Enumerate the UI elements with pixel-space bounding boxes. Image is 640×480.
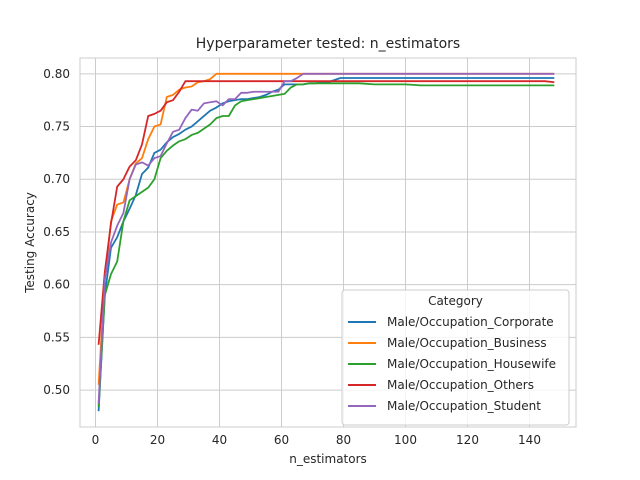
- y-axis-label: Testing Accuracy: [23, 192, 37, 294]
- x-tick-label: 140: [518, 433, 541, 447]
- x-tick-label: 0: [92, 433, 100, 447]
- legend-items: Male/Occupation_Corporate Male/Occupation…: [348, 315, 556, 413]
- legend-title: Category: [428, 294, 483, 308]
- x-axis-ticks: 0 20 40 60 80 100 120 140: [92, 433, 541, 447]
- series-line-male-occupation-student: [97, 72, 555, 404]
- y-tick-label: 0.60: [43, 278, 70, 292]
- y-tick-label: 0.70: [43, 172, 70, 186]
- y-tick-label: 0.65: [43, 225, 70, 239]
- legend: Category Male/Occupation_CorporateMale/O…: [341, 289, 570, 426]
- x-tick-label: 120: [456, 433, 479, 447]
- x-tick-label: 60: [274, 433, 289, 447]
- legend-label-male-occupation-housewife: Male/Occupation_Housewife: [387, 357, 556, 371]
- x-axis-label: n_estimators: [289, 452, 367, 466]
- y-tick-label: 0.80: [43, 67, 70, 81]
- legend-box: [341, 289, 570, 426]
- y-tick-label: 0.50: [43, 383, 70, 397]
- chart-title: Hyperparameter tested: n_estimators: [196, 36, 460, 52]
- y-axis-ticks: 0.50 0.55 0.60 0.65 0.70 0.75 0.80: [43, 67, 70, 397]
- x-tick-label: 40: [212, 433, 227, 447]
- x-tick-label: 80: [336, 433, 351, 447]
- series-line-male-occupation-corporate: [97, 77, 555, 412]
- series-line-male-occupation-housewife: [97, 82, 555, 408]
- x-tick-label: 20: [150, 433, 165, 447]
- legend-label-male-occupation-business: Male/Occupation_Business: [387, 336, 547, 350]
- y-tick-label: 0.55: [43, 330, 70, 344]
- x-tick-label: 100: [394, 433, 417, 447]
- series-line-male-occupation-others: [97, 80, 555, 345]
- plot-frame: [79, 57, 577, 428]
- legend-label-male-occupation-corporate: Male/Occupation_Corporate: [387, 315, 554, 329]
- series-lines: [97, 72, 555, 412]
- y-tick-label: 0.75: [43, 120, 70, 134]
- legend-label-male-occupation-others: Male/Occupation_Others: [387, 378, 534, 392]
- legend-label-male-occupation-student: Male/Occupation_Student: [387, 399, 541, 413]
